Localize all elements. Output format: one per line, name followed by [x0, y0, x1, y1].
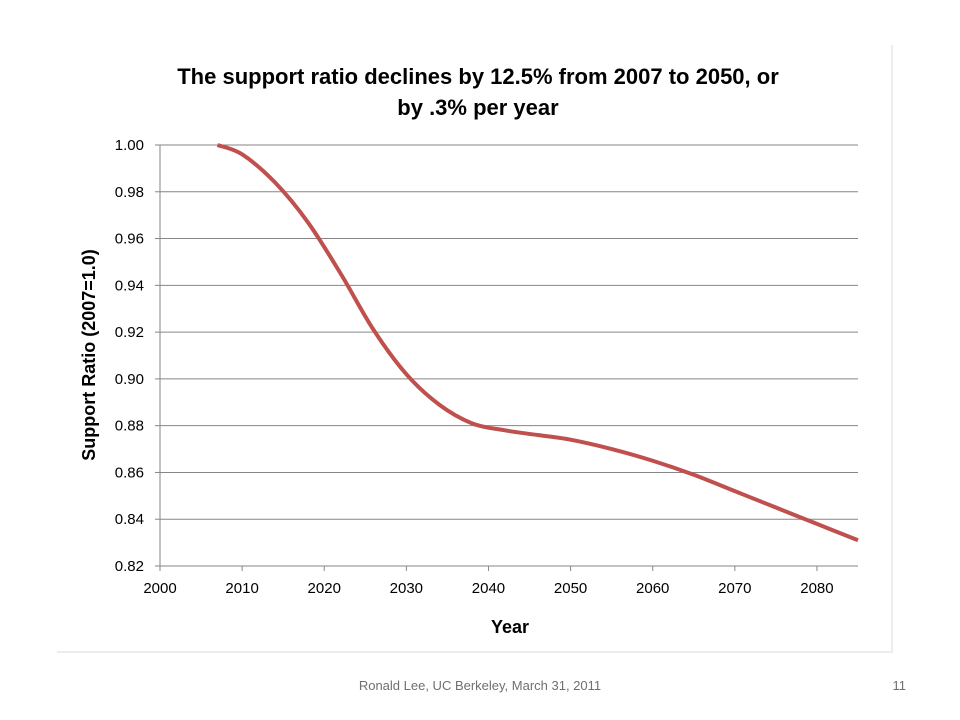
x-tick-label: 2050 — [554, 580, 587, 597]
x-tick-label: 2010 — [225, 580, 258, 597]
x-tick-label: 2040 — [472, 580, 505, 597]
y-axis-title: Support Ratio (2007=1.0) — [79, 249, 99, 461]
slide-number: 11 — [892, 678, 907, 693]
x-tick-label: 2060 — [636, 580, 669, 597]
x-axis-title: Year — [491, 617, 529, 637]
y-tick-label: 0.96 — [115, 231, 144, 248]
y-tick-label: 0.88 — [115, 418, 144, 435]
x-tick-label: 2030 — [390, 580, 423, 597]
y-tick-label: 1.00 — [115, 137, 144, 154]
y-tick-label: 0.82 — [115, 558, 144, 575]
footer-credit: Ronald Lee, UC Berkeley, March 31, 2011 — [358, 678, 602, 693]
x-tick-label: 2000 — [143, 580, 176, 597]
chart-title-line-2: by .3% per year — [397, 95, 559, 120]
x-tick-label: 2020 — [308, 580, 341, 597]
x-tick-label: 2080 — [800, 580, 833, 597]
y-tick-label: 0.86 — [115, 464, 144, 481]
y-tick-label: 0.90 — [115, 371, 144, 388]
y-tick-label: 0.84 — [115, 511, 144, 528]
series-layer — [216, 143, 859, 543]
chart-frame — [57, 45, 893, 653]
axes — [155, 144, 858, 571]
gridlines — [160, 144, 858, 520]
x-tick-label: 2070 — [718, 580, 751, 597]
y-tick-label: 0.98 — [115, 184, 144, 201]
chart-title-line-1: The support ratio declines by 12.5% from… — [177, 64, 779, 89]
tick-labels: 0.82 0.84 0.86 0.88 0.90 0.92 0.94 0.96 0.98 1.00… — [115, 137, 834, 597]
y-tick-label: 0.92 — [115, 324, 144, 341]
support-ratio-series-line — [216, 143, 859, 543]
y-tick-label: 0.94 — [115, 277, 144, 294]
